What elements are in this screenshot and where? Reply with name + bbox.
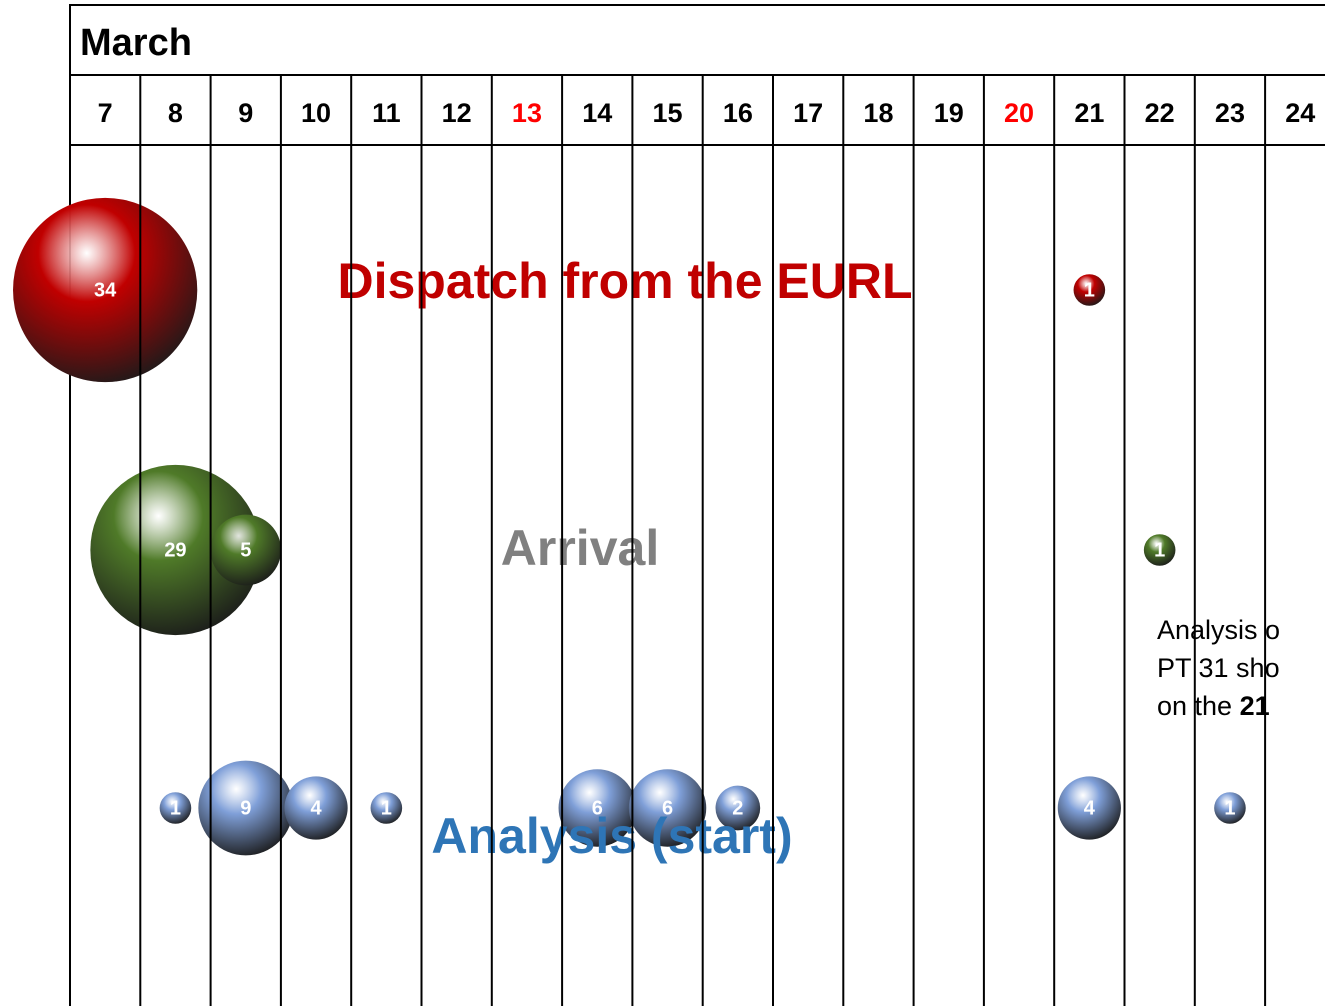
day-label: 21 <box>1074 98 1104 128</box>
day-label: 15 <box>653 98 683 128</box>
bubble-label: 29 <box>164 539 186 561</box>
bubble <box>1073 274 1106 306</box>
bubble-label: 9 <box>240 797 251 819</box>
bubble-label: 1 <box>381 797 392 819</box>
bubble <box>210 514 282 586</box>
day-label: 19 <box>934 98 964 128</box>
frame <box>69 4 1325 1006</box>
day-label: 14 <box>582 98 612 128</box>
bubble-label: 1 <box>170 797 181 819</box>
chart-title: March <box>80 22 192 64</box>
annotation-text: on the <box>1157 691 1240 721</box>
bubble-label: 1 <box>1154 539 1165 561</box>
day-label: 13 <box>512 98 542 128</box>
series-label: Dispatch from the EURL <box>337 253 912 309</box>
day-label: 17 <box>793 98 823 128</box>
annotation-bold: 21 <box>1240 691 1270 721</box>
bubble <box>284 776 348 840</box>
bubble <box>1057 776 1121 840</box>
day-label: 12 <box>442 98 472 128</box>
bubble-label: 4 <box>310 797 322 819</box>
day-label: 16 <box>723 98 753 128</box>
day-label: 9 <box>238 98 253 128</box>
annotation: PT 31 sho <box>1157 653 1280 683</box>
bubble-label: 1 <box>1224 797 1235 819</box>
bubble-label: 6 <box>592 797 603 819</box>
day-label: 10 <box>301 98 331 128</box>
day-label: 23 <box>1215 98 1245 128</box>
day-label: 11 <box>372 98 401 128</box>
bubble <box>1214 792 1246 824</box>
bubble <box>159 792 192 824</box>
bubble-label: 5 <box>240 539 251 561</box>
bubble <box>1143 534 1176 566</box>
annotation: Analysis o <box>1157 615 1280 645</box>
day-label: 8 <box>168 98 183 128</box>
bubble-label: 4 <box>1084 797 1096 819</box>
series-label: Arrival <box>501 520 659 576</box>
bubble <box>628 769 707 847</box>
bubble <box>715 785 761 831</box>
bubble-label: 1 <box>1084 279 1095 301</box>
day-label: 20 <box>1004 98 1034 128</box>
bubble <box>13 197 198 383</box>
bubble-label: 34 <box>94 279 117 301</box>
bubble <box>558 769 636 847</box>
day-label: 22 <box>1145 98 1175 128</box>
day-label: 18 <box>863 98 893 128</box>
day-label: 24 <box>1285 98 1315 128</box>
annotation: on the 21 <box>1157 691 1270 721</box>
bubble <box>198 760 294 856</box>
bubble-label: 6 <box>662 797 673 819</box>
bubble <box>90 464 261 636</box>
day-label: 7 <box>98 98 113 128</box>
bubble <box>370 792 403 824</box>
bubble-label: 2 <box>732 797 743 819</box>
